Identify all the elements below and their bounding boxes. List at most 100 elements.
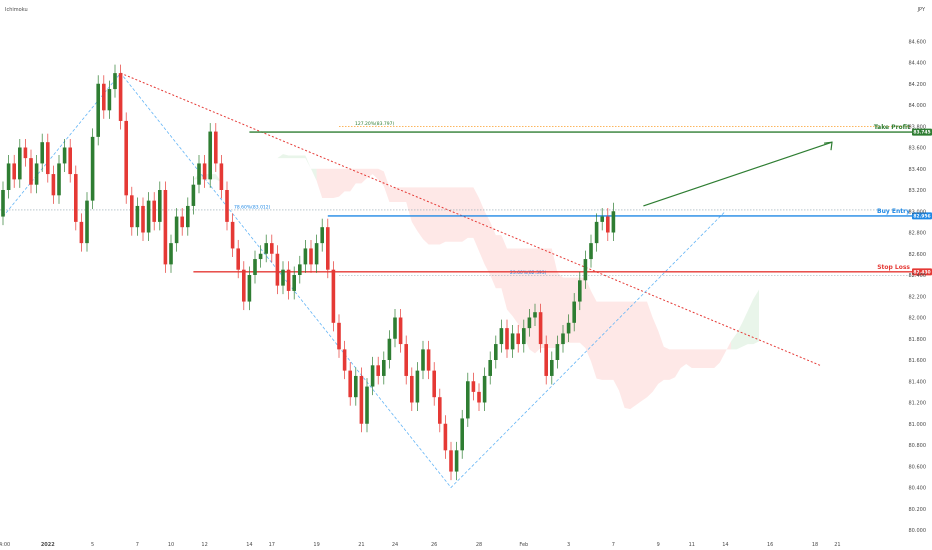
- candle-body: [589, 243, 593, 260]
- projection-arrow: [643, 141, 833, 207]
- level-price-tag: [912, 268, 932, 276]
- candle-body: [29, 158, 33, 185]
- x-tick-label: 14:00: [0, 542, 10, 548]
- candle-body: [141, 205, 145, 233]
- x-tick-label: 28: [476, 542, 482, 548]
- candle-body: [169, 243, 173, 265]
- candle-body: [214, 131, 218, 164]
- candle-body: [387, 338, 392, 360]
- candle-body: [90, 136, 95, 201]
- y-tick-label: 80.800: [909, 443, 927, 449]
- candle-body: [174, 216, 179, 244]
- candle-body: [225, 190, 229, 222]
- candle-body: [113, 73, 117, 90]
- candle-body: [253, 259, 257, 275]
- candle-body: [365, 386, 369, 424]
- candle-body: [426, 349, 431, 371]
- x-tick-label: 7: [612, 542, 615, 548]
- x-tick-label: 21: [358, 542, 364, 548]
- candle-body: [102, 83, 106, 111]
- candle-body: [331, 269, 336, 323]
- candle-body: [85, 200, 89, 244]
- y-tick-label: 84.000: [909, 103, 927, 109]
- candle-body: [281, 269, 285, 286]
- candle-body: [382, 360, 386, 376]
- x-tick-label: 9: [657, 542, 660, 548]
- candle-body: [124, 120, 128, 196]
- candle-body: [583, 259, 588, 281]
- candle-body: [477, 391, 481, 403]
- candle-body: [107, 89, 112, 111]
- y-tick-label: 81.200: [909, 401, 927, 407]
- y-tick-label: 80.600: [909, 464, 927, 470]
- candle-body: [96, 83, 100, 137]
- ichimoku-cloud-segment: [316, 168, 731, 410]
- ichimoku-cloud-segment: [731, 289, 759, 350]
- candle-body: [566, 322, 571, 334]
- candle-body: [320, 227, 324, 244]
- candle-body: [449, 450, 453, 472]
- candle-body: [309, 248, 313, 265]
- level-label: Take Profit: [874, 124, 910, 131]
- x-tick-label: Feb: [519, 542, 528, 548]
- y-tick-label: 83.000: [909, 209, 927, 215]
- x-tick-label: 7: [136, 542, 139, 548]
- candle-body: [62, 147, 67, 164]
- candle-body: [236, 248, 240, 270]
- candle-body: [393, 317, 397, 339]
- candle-body: [1, 190, 5, 217]
- fib-level-label: 127.20%(83.797): [355, 121, 395, 127]
- candle-body: [421, 349, 425, 371]
- fib-level-label: 78.60%(83.012): [234, 204, 271, 210]
- candle-body: [354, 375, 358, 398]
- candle-body: [57, 163, 61, 196]
- candle-body: [415, 370, 420, 403]
- candle-body: [286, 269, 291, 291]
- y-tick-label: 82.000: [909, 316, 927, 322]
- y-tick-label: 81.000: [909, 422, 927, 428]
- candle-body: [376, 365, 380, 376]
- candle-body: [359, 375, 364, 424]
- x-tick-label: 14: [246, 542, 252, 548]
- candle-body: [555, 344, 560, 360]
- y-tick-label: 82.600: [909, 252, 927, 258]
- candle-body: [219, 163, 224, 190]
- candle-body: [337, 322, 341, 350]
- candle-body: [561, 333, 565, 345]
- x-tick-label: 10: [168, 542, 174, 548]
- level-price-tag: [912, 128, 932, 136]
- x-tick-label: 18: [812, 542, 818, 548]
- y-tick-label: 82.400: [909, 273, 927, 279]
- fibonacci-zigzag: [2, 72, 726, 489]
- candle-body: [208, 131, 212, 180]
- candle-body: [197, 163, 201, 185]
- currency-label: JPY: [917, 7, 926, 13]
- candle-body: [186, 205, 190, 228]
- candle-body: [314, 243, 319, 265]
- candle-body: [230, 221, 235, 249]
- candle-body: [488, 360, 492, 376]
- candle-body: [275, 253, 280, 286]
- candle-body: [46, 142, 50, 175]
- candle-body: [527, 317, 532, 329]
- x-tick-label: 21: [834, 542, 840, 548]
- x-tick-label: 5: [91, 542, 94, 548]
- candle-body: [471, 381, 476, 392]
- candle-body: [303, 248, 308, 265]
- candle-body: [146, 200, 151, 233]
- candle-body: [611, 211, 616, 233]
- y-tick-label: 83.400: [909, 167, 927, 173]
- y-tick-label: 84.400: [909, 61, 927, 67]
- candle-body: [180, 216, 184, 228]
- x-tick-label: 12: [201, 542, 207, 548]
- x-tick-label: 24: [392, 542, 398, 548]
- candle-body: [432, 370, 436, 398]
- candle-body: [398, 317, 403, 345]
- candle-body: [494, 344, 498, 360]
- x-tick-label: 17: [269, 542, 275, 548]
- candle-body: [348, 370, 352, 398]
- y-tick-label: 83.800: [909, 124, 927, 130]
- candle-body: [578, 280, 582, 302]
